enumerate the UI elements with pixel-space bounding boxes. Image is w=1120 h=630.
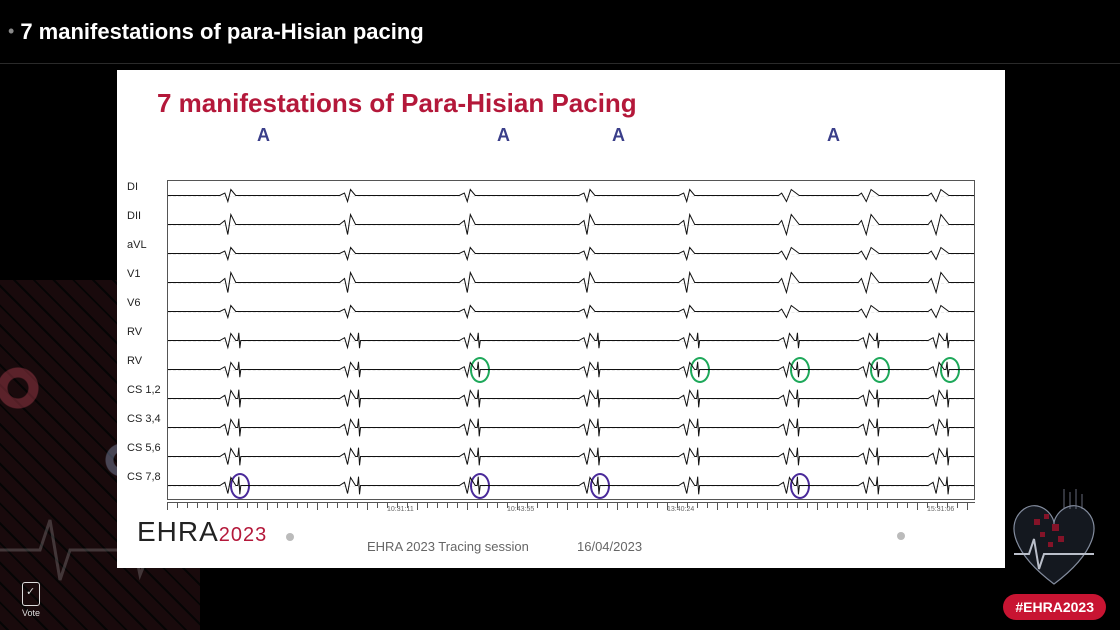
time-axis: 10:31:11 10:43:55 13:40:24 15:31:06 — [167, 502, 975, 514]
footer-dot-left — [286, 533, 294, 541]
ehra-logo: EHRA2023 — [137, 516, 276, 547]
slide: 7 manifestations of Para-Hisian Pacing A… — [117, 70, 1005, 568]
trace-row — [168, 326, 974, 355]
header-bar: • 7 manifestations of para-Hisian pacing — [0, 0, 1120, 64]
lead-label: RV — [127, 327, 161, 356]
a-marker-row: AAAA — [117, 125, 1005, 149]
footer-session-text: EHRA 2023 Tracing session — [367, 539, 529, 554]
lead-label: RV — [127, 356, 161, 385]
lead-labels-column: DIDIIaVLV1V6RVRVCS 1,2CS 3,4CS 5,6CS 7,8 — [127, 182, 161, 501]
trace-row — [168, 239, 974, 268]
lead-label: aVL — [127, 240, 161, 269]
lead-label: CS 3,4 — [127, 414, 161, 443]
trace-row — [168, 384, 974, 413]
hashtag-badge[interactable]: #EHRA2023 — [1003, 594, 1106, 620]
trace-row — [168, 442, 974, 471]
trace-row — [168, 268, 974, 297]
lead-label: DII — [127, 211, 161, 240]
lead-label: V6 — [127, 298, 161, 327]
trace-row — [168, 210, 974, 239]
trace-row — [168, 297, 974, 326]
trace-row — [168, 355, 974, 384]
intracardiac-tracing-chart — [167, 180, 975, 500]
heart-decoration-icon — [994, 484, 1114, 594]
lead-label: DI — [127, 182, 161, 211]
time-label: 15:31:06 — [927, 506, 954, 513]
a-marker: A — [257, 125, 270, 146]
trace-row — [168, 471, 974, 500]
trace-row — [168, 413, 974, 442]
time-label: 13:40:24 — [667, 506, 694, 513]
a-marker: A — [497, 125, 510, 146]
time-label: 10:43:55 — [507, 506, 534, 513]
slide-footer: EHRA2023 EHRA 2023 Tracing session 16/04… — [137, 516, 985, 560]
time-label: 10:31:11 — [387, 506, 414, 513]
lead-label: V1 — [127, 269, 161, 298]
ehra-logo-text: EHRA — [137, 516, 219, 547]
footer-date: 16/04/2023 — [577, 539, 642, 554]
slide-title: 7 manifestations of Para-Hisian Pacing — [117, 70, 1005, 125]
vote-label: Vote — [22, 608, 40, 618]
a-marker: A — [612, 125, 625, 146]
lead-label: CS 1,2 — [127, 385, 161, 414]
trace-row — [168, 181, 974, 210]
header-title: 7 manifestations of para-Hisian pacing — [20, 19, 423, 45]
ehra-logo-year: 2023 — [219, 524, 268, 546]
footer-dot-right — [897, 532, 905, 540]
lead-label: CS 7,8 — [127, 472, 161, 501]
vote-icon — [22, 582, 40, 606]
vote-button[interactable]: Vote — [22, 582, 40, 618]
a-marker: A — [827, 125, 840, 146]
header-bullet-icon: • — [8, 21, 14, 42]
lead-label: CS 5,6 — [127, 443, 161, 472]
